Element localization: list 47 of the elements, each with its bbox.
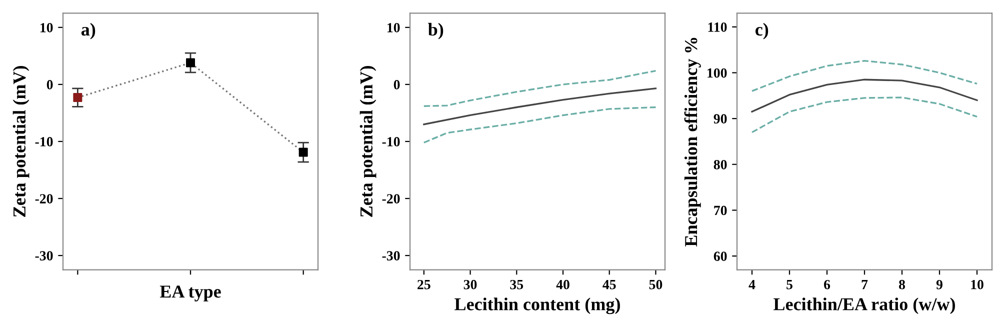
x-tick-label: 6 [824,280,830,290]
line-series [751,60,978,92]
x-axis-title: Lecithin content (mg) [454,298,620,314]
y-axis-title: Encapsulation efficiency % [684,38,701,246]
y-tick-label: 100 [708,68,727,78]
y-tick-label: 10 [40,23,53,32]
annotation: a) [81,22,96,40]
x-tick-label: 45 [602,280,616,290]
y-tick-label: -30 [35,251,53,260]
point [73,93,82,102]
y-tick-label: -10 [382,137,400,146]
x-tick-label: 40 [556,280,570,290]
annotation: b) [428,22,444,40]
x-tick-label: 4 [748,280,756,290]
y-axis-title: Zeta potential (mV) [12,66,30,217]
y-tick-label: 60 [714,252,727,261]
y-tick-label: 110 [708,22,727,32]
x-tick-label: 10 [971,280,984,290]
y-axis-title: Zeta potential (mV) [360,66,376,217]
annotation: c) [755,22,768,40]
x-axis-title: EA type [160,286,221,302]
line-series [423,106,657,144]
point [298,148,308,157]
y-tick-label: 0 [46,80,53,90]
line-series [423,88,657,126]
x-tick-label: 7 [862,280,868,290]
x-tick-label: 50 [649,280,662,290]
line-series [751,78,978,113]
y-tick-label: 80 [714,160,727,170]
line-series [751,96,978,134]
x-tick-label: 25 [418,280,430,290]
y-tick-label: 90 [714,114,727,124]
x-tick-label: 35 [510,280,524,290]
y-tick-label: -20 [382,194,400,204]
y-tick-label: -20 [35,194,53,204]
y-tick-label: 10 [388,23,400,32]
y-tick-label: 0 [394,80,400,90]
x-tick-label: 8 [898,280,906,290]
point [186,58,195,68]
y-tick-label: 70 [714,206,727,216]
x-tick-label: 9 [936,280,942,290]
line-series [423,70,657,107]
x-tick-label: 30 [464,280,477,290]
y-tick-label: -30 [382,251,400,260]
y-tick-label: -10 [35,137,53,146]
x-tick-label: 5 [786,280,792,290]
x-axis-title: Lecithin/EA ratio (w/w) [774,298,955,314]
